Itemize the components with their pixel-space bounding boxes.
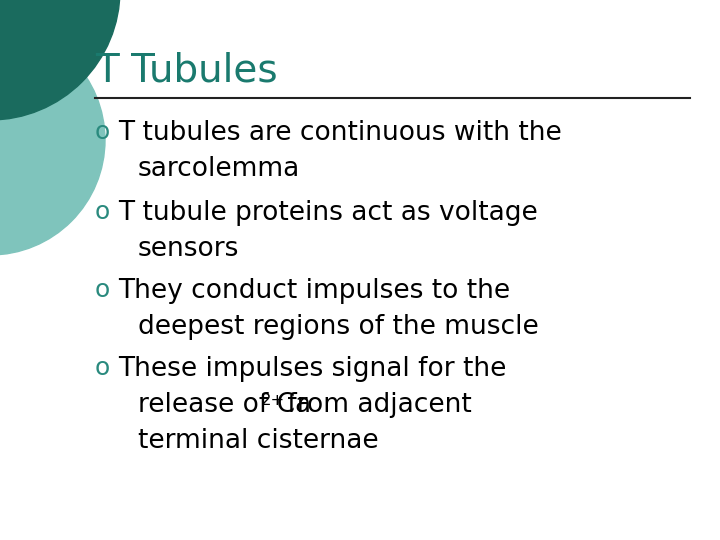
Text: sensors: sensors [138,236,239,262]
Text: 2+: 2+ [261,393,285,408]
Text: T tubule proteins act as voltage: T tubule proteins act as voltage [118,200,538,226]
Text: o: o [95,356,110,380]
Text: These impulses signal for the: These impulses signal for the [118,356,506,382]
Text: terminal cisternae: terminal cisternae [138,428,379,454]
Text: T Tubules: T Tubules [95,52,278,90]
Text: T tubules are continuous with the: T tubules are continuous with the [118,120,562,146]
Text: sarcolemma: sarcolemma [138,156,300,182]
Text: They conduct impulses to the: They conduct impulses to the [118,278,510,304]
Text: o: o [95,120,110,144]
Text: deepest regions of the muscle: deepest regions of the muscle [138,314,539,340]
Circle shape [0,25,105,255]
Text: o: o [95,278,110,302]
Text: from adjacent: from adjacent [279,392,472,418]
Text: release of Ca: release of Ca [138,392,311,418]
Circle shape [0,0,120,120]
Text: o: o [95,200,110,224]
